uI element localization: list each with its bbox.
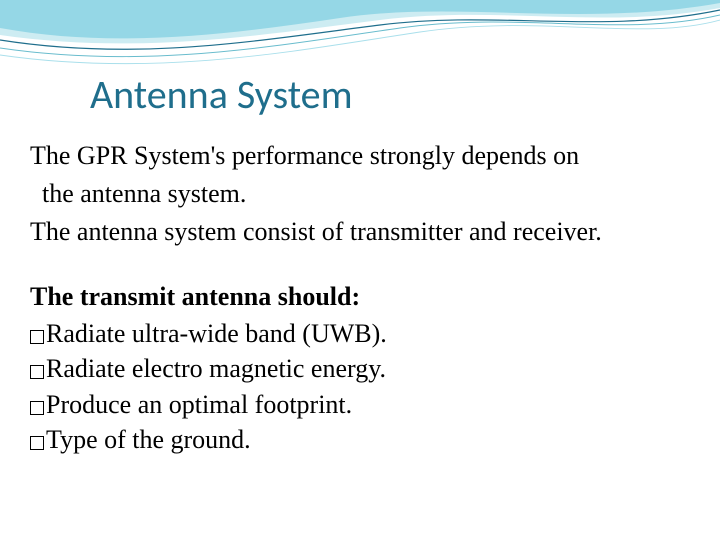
paragraph-line-1: The GPR System's performance strongly de… — [30, 139, 690, 173]
subheading: The transmit antenna should: — [30, 282, 690, 312]
square-bullet-icon — [30, 401, 44, 415]
slide-title: Antenna System — [90, 70, 690, 119]
square-bullet-icon — [30, 436, 44, 450]
bullet-item: Radiate ultra-wide band (UWB). — [30, 316, 690, 351]
bullet-item: Radiate electro magnetic energy. — [30, 351, 690, 386]
paragraph-line-3: The antenna system consist of transmitte… — [30, 215, 690, 249]
bullet-list: Radiate ultra-wide band (UWB). Radiate e… — [30, 316, 690, 456]
bullet-text: Radiate ultra-wide band (UWB). — [46, 319, 387, 348]
bullet-text: Produce an optimal footprint. — [46, 390, 352, 419]
bullet-text: Type of the ground. — [46, 425, 251, 454]
square-bullet-icon — [30, 365, 44, 379]
slide-content: Antenna System The GPR System's performa… — [0, 0, 720, 487]
bullet-item: Type of the ground. — [30, 422, 690, 457]
spacer — [30, 252, 690, 282]
bullet-text: Radiate electro magnetic energy. — [46, 354, 386, 383]
square-bullet-icon — [30, 330, 44, 344]
paragraph-line-2: the antenna system. — [30, 177, 690, 211]
bullet-item: Produce an optimal footprint. — [30, 387, 690, 422]
